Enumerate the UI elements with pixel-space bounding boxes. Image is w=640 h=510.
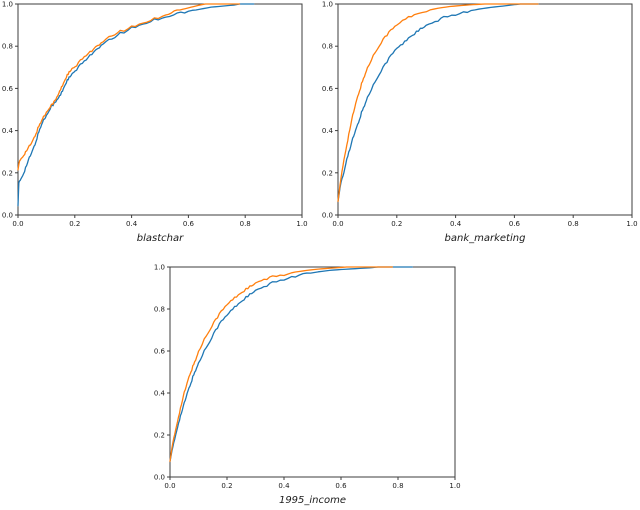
series-line-curve-blue — [169, 266, 413, 463]
x-axis-label: blastchar — [137, 233, 184, 244]
x-axis-tick-label: 0.4 — [126, 220, 138, 228]
x-axis-tick-label: 0.0 — [12, 220, 23, 228]
y-axis-tick-label: 0.8 — [322, 43, 333, 51]
chart-bank-marketing: 0.0 0.2 0.4 0.6 0.8 1.0 0.0 0.2 0.4 0.6 0.8 1.0 bank… — [320, 0, 640, 252]
y-axis-tick-label: 1.0 — [322, 1, 333, 9]
y-axis-tick-label: 1.0 — [154, 264, 165, 272]
plot-border — [169, 266, 456, 478]
x-axis-tick-label: 0.2 — [221, 482, 232, 490]
x-axis-tick-label: 0.6 — [509, 220, 521, 228]
x-axis-tick-label: 0.8 — [568, 220, 579, 228]
x-axis-tick-label: 0.4 — [450, 220, 462, 228]
chart-blastchar: 0.0 0.2 0.4 0.6 0.8 1.0 0.0 0.2 0.4 0.6 0.8 1.0 blas… — [0, 0, 320, 252]
series-line-curve-orange — [337, 3, 539, 203]
y-axis-tick-label: 0.6 — [2, 85, 14, 93]
y-axis-tick-label: 0.0 — [322, 212, 333, 220]
y-axis-tick-label: 0.4 — [322, 127, 334, 135]
bank-marketing-plot: 0.0 0.2 0.4 0.6 0.8 1.0 0.0 0.2 0.4 0.6 0.8 1.0 bank… — [322, 1, 638, 245]
series-line-curve-orange — [169, 266, 393, 463]
x-axis-tick-label: 0.4 — [278, 482, 290, 490]
x-axis-tick-label: 0.6 — [183, 220, 195, 228]
y-axis-tick-label: 0.2 — [2, 169, 13, 177]
y-axis-tick-label: 0.8 — [2, 43, 13, 51]
x-axis-tick-label: 1.0 — [449, 482, 460, 490]
x-axis-tick-label: 1.0 — [296, 220, 307, 228]
x-axis-tick-label: 0.2 — [69, 220, 80, 228]
income-1995-plot: 0.0 0.2 0.4 0.6 0.8 1.0 0.0 0.2 0.4 0.6 0.8 1.0 1995… — [154, 264, 461, 507]
y-axis-tick-label: 0.2 — [322, 169, 333, 177]
x-axis-label: bank_marketing — [445, 233, 526, 244]
x-axis-tick-label: 0.0 — [164, 482, 175, 490]
y-axis-tick-label: 1.0 — [2, 1, 13, 9]
series-line-curve-blue — [17, 3, 255, 207]
x-axis-tick-label: 0.2 — [391, 220, 402, 228]
y-axis-tick-label: 0.0 — [2, 212, 13, 220]
y-axis-tick-label: 0.8 — [154, 306, 165, 314]
x-axis-tick-label: 1.0 — [626, 220, 637, 228]
x-axis-tick-label: 0.6 — [335, 482, 347, 490]
plot-border — [337, 3, 633, 216]
blastchar-plot: 0.0 0.2 0.4 0.6 0.8 1.0 0.0 0.2 0.4 0.6 0.8 1.0 blas… — [2, 1, 308, 245]
series-line-curve-orange — [17, 3, 241, 171]
y-axis-tick-label: 0.4 — [154, 390, 166, 398]
x-axis-tick-label: 0.8 — [392, 482, 403, 490]
plot-border — [17, 3, 303, 216]
y-axis-tick-label: 0.0 — [154, 474, 165, 482]
y-axis-tick-label: 0.6 — [322, 85, 334, 93]
x-axis-tick-label: 0.0 — [332, 220, 343, 228]
chart-1995-income: 0.0 0.2 0.4 0.6 0.8 1.0 0.0 0.2 0.4 0.6 0.8 1.0 1995… — [140, 258, 480, 510]
series-line-curve-blue — [337, 3, 539, 203]
x-axis-label: 1995_income — [279, 495, 346, 506]
x-axis-tick-label: 0.8 — [240, 220, 251, 228]
y-axis-tick-label: 0.6 — [154, 348, 166, 356]
y-axis-tick-label: 0.2 — [154, 432, 165, 440]
y-axis-tick-label: 0.4 — [2, 127, 14, 135]
